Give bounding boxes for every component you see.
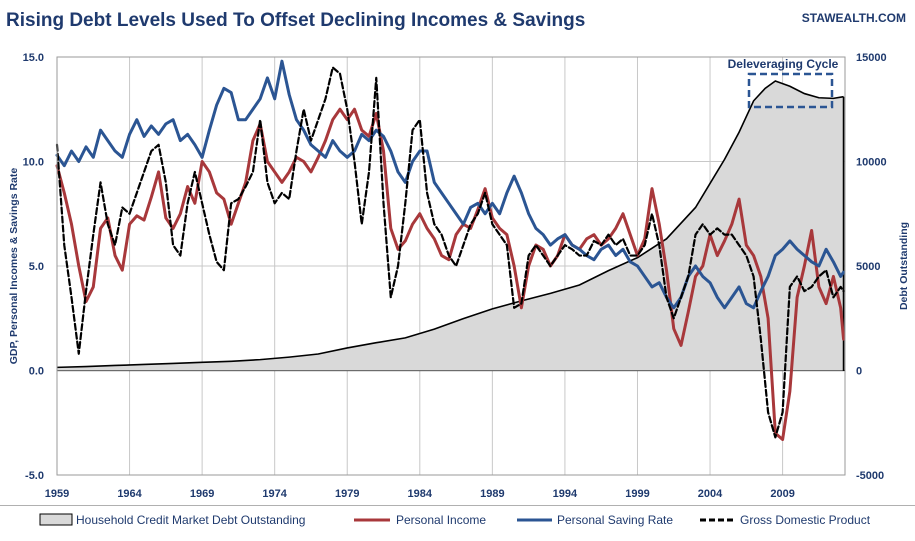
x-tick-label: 1984 — [408, 488, 433, 500]
x-tick-label: 1964 — [117, 488, 142, 500]
y-right-tick-label: 10000 — [856, 157, 887, 169]
chart-title: Rising Debt Levels Used To Offset Declin… — [6, 10, 585, 31]
legend-label-debt: Household Credit Market Debt Outstanding — [76, 513, 305, 527]
x-tick-label: 1989 — [480, 488, 504, 500]
tick-labels: 1959 1964 1969 1974 1979 1984 1989 1994 1999 2004… — [23, 52, 887, 500]
x-tick-label: 1994 — [553, 488, 578, 500]
x-tick-label: 1999 — [625, 488, 649, 500]
series-lines — [55, 59, 846, 441]
income-line — [55, 107, 846, 441]
y-right-tick-label: 15000 — [856, 52, 887, 64]
x-tick-label: 1959 — [45, 488, 69, 500]
annotation-deleveraging: Deleveraging Cycle — [728, 57, 839, 71]
legend: Household Credit Market Debt Outstanding… — [0, 505, 915, 527]
y-axis-right-title: Debt Outstanding — [898, 222, 910, 310]
deleveraging-box — [747, 72, 834, 109]
x-tick-label: 1969 — [190, 488, 214, 500]
y-left-tick-label: 0.0 — [29, 366, 44, 378]
legend-divider — [0, 505, 915, 506]
legend-swatch-debt — [39, 513, 73, 526]
y-right-tick-label: 0 — [856, 366, 862, 378]
x-tick-label: 2009 — [770, 488, 794, 500]
y-left-tick-label: 15.0 — [23, 52, 44, 64]
legend-label-saving: Personal Saving Rate — [557, 513, 673, 527]
debt-area-line — [56, 80, 844, 369]
y-right-tick-label: -5000 — [856, 470, 884, 482]
x-tick-label: 2004 — [698, 488, 723, 500]
legend-label-income: Personal Income — [396, 513, 486, 527]
y-axis-left-title: GDP, Personal Incomes & Savings Rate — [8, 168, 20, 365]
legend-label-gdp: Gross Domestic Product — [740, 513, 871, 527]
debt-area-fill — [57, 81, 844, 371]
y-left-tick-label: 10.0 — [23, 157, 44, 169]
y-left-tick-label: -5.0 — [25, 470, 44, 482]
x-tick-label: 1979 — [335, 488, 359, 500]
y-right-tick-label: 5000 — [856, 261, 880, 273]
x-tick-label: 1974 — [262, 488, 287, 500]
y-left-tick-label: 5.0 — [29, 261, 44, 273]
brand-label: STAWEALTH.COM — [802, 11, 906, 25]
plot-frame — [56, 56, 846, 476]
saving-rate-line — [55, 59, 846, 310]
gdp-line — [55, 66, 845, 439]
